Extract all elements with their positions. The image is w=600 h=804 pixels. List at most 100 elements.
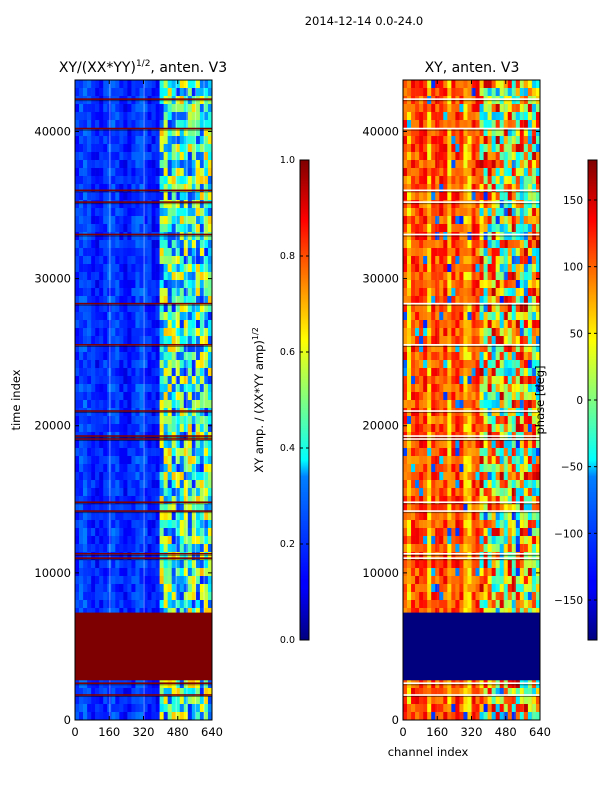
phase-cell [435, 192, 440, 201]
phase-cell [495, 320, 501, 329]
phase-cell [403, 352, 408, 361]
amplitude-cell [75, 80, 80, 89]
phase-cell [535, 568, 540, 577]
phase-cell [507, 280, 513, 289]
amplitude-cell [187, 248, 193, 257]
amplitude-cell [203, 608, 209, 617]
amplitude-cell [207, 192, 212, 201]
amplitude-cell [191, 368, 197, 377]
amplitude-cell [115, 264, 120, 273]
phase-cell [499, 320, 505, 329]
amplitude-cell [159, 608, 164, 617]
phase-cell [403, 96, 408, 105]
amplitude-cell [183, 680, 189, 689]
phase-cell [423, 512, 428, 521]
amplitude-cell [123, 344, 128, 353]
phase-cell [431, 360, 436, 369]
phase-cell [515, 344, 521, 353]
phase-cell [535, 520, 540, 529]
amplitude-cell [95, 328, 100, 337]
phase-cell [523, 496, 529, 505]
amplitude-cell [187, 288, 193, 297]
phase-cell [415, 488, 420, 497]
amplitude-cell [167, 680, 173, 689]
amplitude-cell [119, 400, 124, 409]
phase-cell [467, 504, 472, 513]
phase-cell [483, 88, 488, 97]
phase-cell [503, 288, 509, 297]
amplitude-cell [83, 272, 88, 281]
phase-cell [467, 256, 472, 265]
phase-cell [527, 392, 533, 401]
amplitude-cell [207, 312, 212, 321]
amplitude-cell [75, 424, 80, 433]
phase-cell [443, 368, 448, 377]
phase-cell [483, 288, 488, 297]
amplitude-cell [163, 160, 168, 169]
amplitude-cell [123, 552, 128, 561]
phase-cell [443, 224, 448, 233]
phase-cell [419, 496, 424, 505]
phase-cell [423, 248, 428, 257]
phase-cell [535, 304, 540, 313]
phase-cell [443, 504, 448, 513]
phase-cell [475, 512, 480, 521]
amplitude-cell [203, 456, 209, 465]
amplitude-cell [99, 496, 104, 505]
amplitude-cell [103, 472, 108, 481]
amplitude-cell [123, 528, 128, 537]
amplitude-cell [139, 320, 144, 329]
phase-cell [531, 184, 537, 193]
phase-cell [423, 288, 428, 297]
phase-cell [515, 112, 521, 121]
amplitude-cell [167, 192, 173, 201]
amplitude-cell [131, 704, 136, 713]
phase-cell [531, 264, 537, 273]
amplitude-cell [175, 264, 181, 273]
amplitude-cell [139, 200, 144, 209]
amplitude-cell [87, 144, 92, 153]
amplitude-cell [79, 552, 84, 561]
phase-cell [483, 280, 488, 289]
amplitude-cell [131, 400, 136, 409]
amplitude-cell [135, 384, 140, 393]
phase-cell [403, 376, 408, 385]
phase-cell [475, 320, 480, 329]
amplitude-cell [147, 336, 152, 345]
phase-cell [495, 160, 501, 169]
phase-cell [455, 88, 460, 97]
amplitude-cell [183, 144, 189, 153]
phase-cell [471, 224, 476, 233]
amplitude-cell [83, 184, 88, 193]
amplitude-cell [107, 352, 112, 361]
phase-cell [507, 552, 513, 561]
amplitude-cell [87, 264, 92, 273]
phase-cell [435, 520, 440, 529]
amplitude-cell [139, 168, 144, 177]
phase-cell [491, 456, 496, 465]
amplitude-cell [159, 480, 164, 489]
amplitude-flag-line [75, 694, 212, 696]
phase-cell [419, 272, 424, 281]
amplitude-cell [175, 688, 181, 697]
phase-cell [451, 240, 456, 249]
amplitude-cell [147, 520, 152, 529]
amplitude-cell [107, 552, 112, 561]
amplitude-cell [75, 592, 80, 601]
amplitude-cell [95, 144, 100, 153]
phase-cell [499, 424, 505, 433]
phase-cell [439, 360, 444, 369]
amplitude-cell [195, 288, 201, 297]
phase-cell [403, 184, 408, 193]
amplitude-cell [115, 440, 120, 449]
phase-cell [483, 144, 488, 153]
amplitude-cell [91, 200, 96, 209]
phase-cell [459, 488, 464, 497]
amplitude-cell [195, 416, 201, 425]
amplitude-cell [119, 576, 124, 585]
phase-cell [527, 544, 533, 553]
amplitude-cell [103, 488, 108, 497]
phase-cell [503, 176, 509, 185]
phase-cell [423, 208, 428, 217]
amplitude-cell [103, 520, 108, 529]
